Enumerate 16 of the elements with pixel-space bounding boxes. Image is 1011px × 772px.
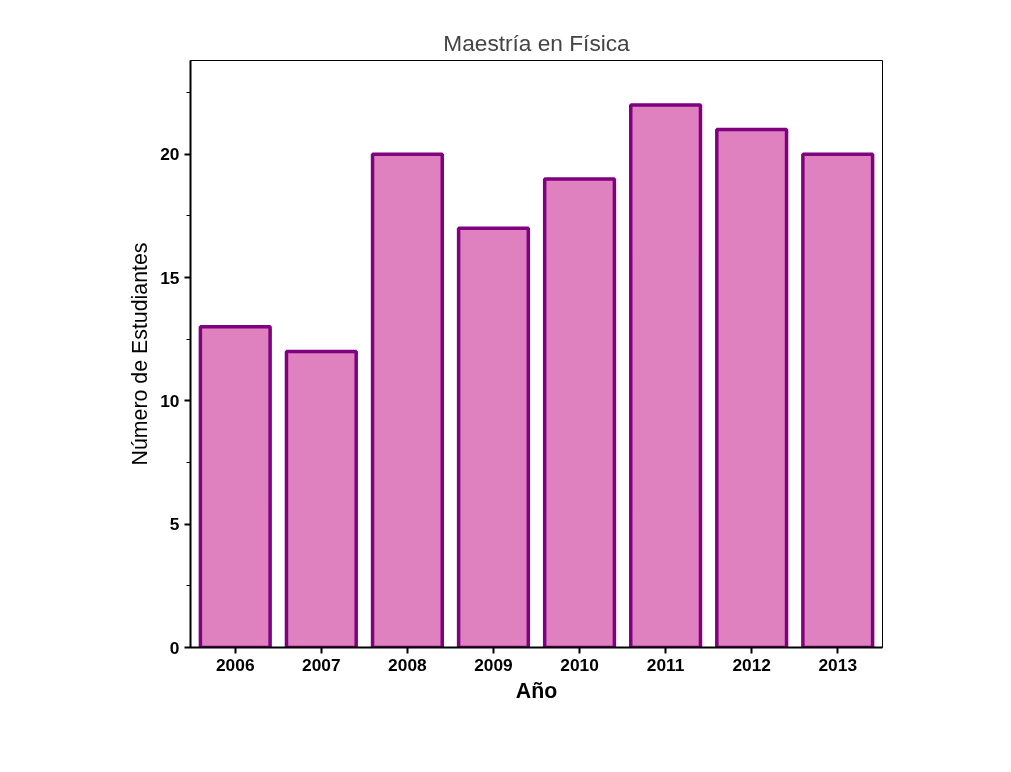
y-tick-label: 10 [160, 390, 180, 411]
x-tick-label: 2010 [560, 654, 599, 675]
x-tick-label: 2012 [732, 654, 771, 675]
y-tick-label: 20 [160, 144, 180, 165]
y-tick-label: 15 [160, 267, 180, 288]
y-axis-title: Número de Estudiantes [128, 242, 153, 466]
x-tick-label: 2013 [818, 654, 858, 675]
y-tick-label: 0 [169, 637, 180, 658]
x-axis-title: Año [515, 678, 558, 703]
y-tick-label: 5 [169, 514, 180, 535]
x-tick-label: 2009 [474, 654, 513, 675]
x-tick-label: 2006 [215, 654, 255, 675]
chart-title: Maestría en Física [443, 29, 631, 56]
x-tick-label: 2007 [302, 654, 341, 675]
x-tick-label: 2011 [646, 654, 685, 675]
x-tick-label: 2008 [388, 654, 428, 675]
